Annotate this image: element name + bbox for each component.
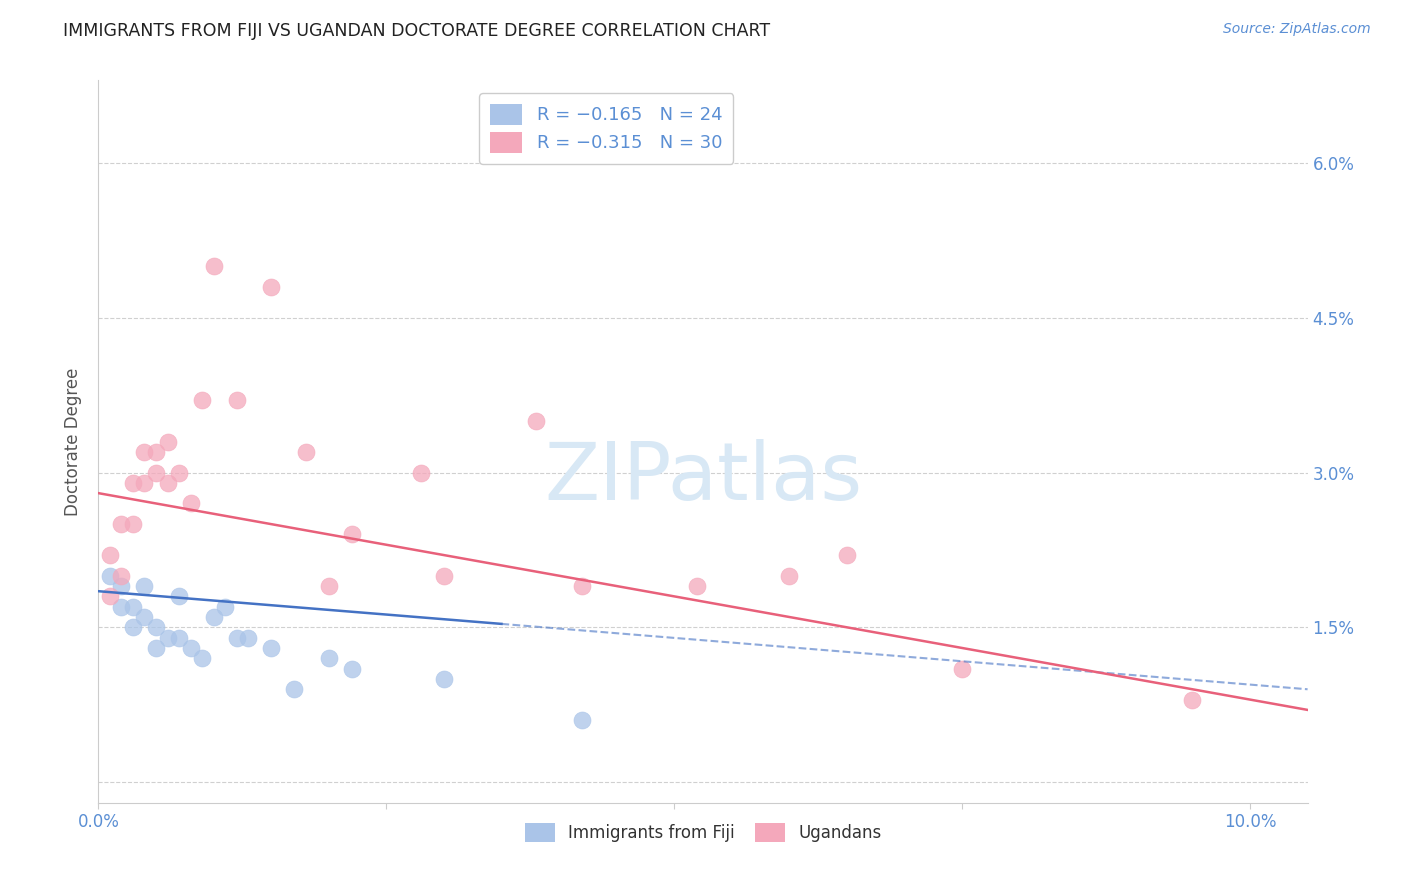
Point: [110, 517, 132, 532]
Point: [98, 590, 121, 604]
Point: [98, 548, 121, 562]
Point: [318, 579, 340, 593]
Legend: Immigrants from Fiji, Ugandans: Immigrants from Fiji, Ugandans: [517, 816, 889, 848]
Point: [134, 445, 156, 459]
Point: [433, 568, 456, 582]
Point: [340, 527, 363, 541]
Point: [340, 662, 363, 676]
Text: Source: ZipAtlas.com: Source: ZipAtlas.com: [1223, 22, 1371, 37]
Point: [145, 620, 167, 634]
Point: [180, 640, 202, 655]
Point: [134, 579, 156, 593]
Point: [156, 475, 179, 490]
Point: [156, 631, 179, 645]
Point: [571, 713, 593, 727]
Point: [156, 434, 179, 449]
Point: [202, 259, 225, 273]
Point: [260, 279, 283, 293]
Point: [110, 568, 132, 582]
Point: [571, 579, 593, 593]
Point: [110, 599, 132, 614]
Point: [122, 475, 145, 490]
Point: [122, 599, 145, 614]
Point: [202, 610, 225, 624]
Point: [180, 496, 202, 510]
Y-axis label: Doctorate Degree: Doctorate Degree: [65, 368, 83, 516]
Point: [110, 579, 132, 593]
Point: [134, 610, 156, 624]
Point: [167, 631, 190, 645]
Point: [191, 651, 214, 665]
Point: [214, 599, 236, 614]
Point: [145, 466, 167, 480]
Point: [950, 662, 973, 676]
Point: [122, 517, 145, 532]
Point: [225, 393, 247, 408]
Text: IMMIGRANTS FROM FIJI VS UGANDAN DOCTORATE DEGREE CORRELATION CHART: IMMIGRANTS FROM FIJI VS UGANDAN DOCTORAT…: [63, 22, 770, 40]
Point: [1181, 692, 1204, 706]
Point: [225, 631, 247, 645]
Point: [294, 445, 316, 459]
Point: [835, 548, 858, 562]
Point: [524, 414, 547, 428]
Point: [236, 631, 259, 645]
Point: [134, 475, 156, 490]
Point: [778, 568, 800, 582]
Point: [283, 682, 305, 697]
Point: [260, 640, 283, 655]
Point: [122, 620, 145, 634]
Text: ZIPatlas: ZIPatlas: [544, 439, 862, 516]
Point: [145, 445, 167, 459]
Point: [433, 672, 456, 686]
Point: [686, 579, 709, 593]
Point: [167, 590, 190, 604]
Point: [98, 568, 121, 582]
Point: [409, 466, 432, 480]
Point: [191, 393, 214, 408]
Point: [145, 640, 167, 655]
Point: [318, 651, 340, 665]
Point: [167, 466, 190, 480]
